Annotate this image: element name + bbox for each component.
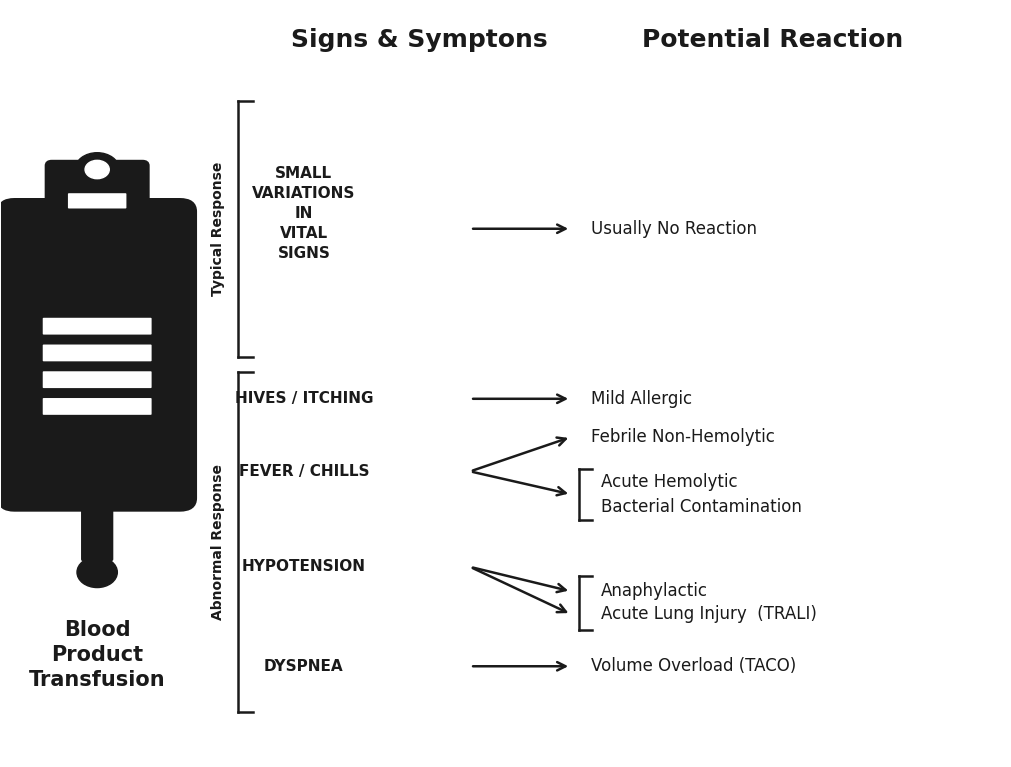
Text: SMALL
VARIATIONS
IN
VITAL
SIGNS: SMALL VARIATIONS IN VITAL SIGNS [252,166,356,261]
Text: HIVES / ITCHING: HIVES / ITCHING [235,391,373,407]
Text: Volume Overload (TACO): Volume Overload (TACO) [591,657,797,675]
FancyBboxPatch shape [47,162,148,227]
Text: Bacterial Contamination: Bacterial Contamination [602,498,802,515]
Text: FEVER / CHILLS: FEVER / CHILLS [239,464,369,479]
Circle shape [85,160,109,179]
Circle shape [77,557,117,588]
FancyBboxPatch shape [81,492,113,561]
Text: Acute Hemolytic: Acute Hemolytic [602,473,738,491]
FancyBboxPatch shape [0,200,195,509]
Text: Typical Response: Typical Response [211,162,225,296]
FancyBboxPatch shape [42,398,152,415]
Text: Abnormal Response: Abnormal Response [211,464,225,620]
FancyBboxPatch shape [42,344,152,361]
Text: Usually No Reaction: Usually No Reaction [591,219,757,238]
Text: Potential Reaction: Potential Reaction [642,28,903,52]
Text: Blood
Product
Transfusion: Blood Product Transfusion [29,621,166,690]
Text: HYPOTENSION: HYPOTENSION [242,559,366,574]
Text: Signs & Symptons: Signs & Symptons [291,28,548,52]
Text: Mild Allergic: Mild Allergic [591,390,693,408]
Text: Anaphylactic: Anaphylactic [602,582,709,601]
FancyBboxPatch shape [42,318,152,334]
FancyBboxPatch shape [68,193,126,209]
FancyBboxPatch shape [42,371,152,388]
Text: Febrile Non-Hemolytic: Febrile Non-Hemolytic [591,428,775,446]
Text: Acute Lung Injury  (TRALI): Acute Lung Injury (TRALI) [602,605,817,624]
Circle shape [75,153,119,186]
Text: DYSPNEA: DYSPNEA [264,659,344,673]
